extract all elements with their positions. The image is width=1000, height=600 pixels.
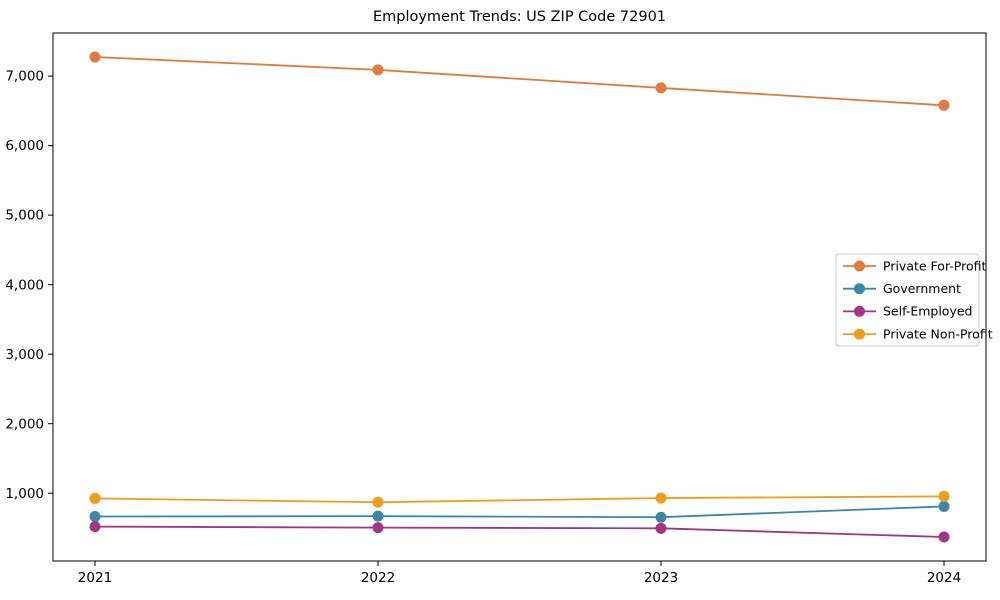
data-point-private-for-profit-2024 xyxy=(938,99,950,111)
data-point-government-2022 xyxy=(372,510,384,522)
x-axis-tick-label: 2023 xyxy=(644,570,678,586)
legend-label: Self-Employed xyxy=(883,304,972,319)
legend-marker-icon xyxy=(854,260,865,272)
data-point-self-employed-2021 xyxy=(89,521,101,533)
legend: Private For-Profit Government Self-Employe… xyxy=(835,253,993,347)
legend-label: Private Non-Profit xyxy=(883,326,993,341)
data-point-private-non-profit-2023 xyxy=(655,492,667,504)
y-axis-tick-label: 7,000 xyxy=(5,69,44,85)
legend-entry-government: Government xyxy=(843,281,961,296)
plot-border xyxy=(52,32,987,562)
chart-title: Employment Trends: US ZIP Code 72901 xyxy=(372,9,667,25)
data-point-private-non-profit-2024 xyxy=(938,490,950,502)
series-line-private-non-profit xyxy=(94,495,945,504)
data-point-self-employed-2023 xyxy=(655,522,667,534)
legend-entry-self-employed: Self-Employed xyxy=(843,304,972,319)
series-line-private-for-profit xyxy=(94,56,945,107)
legend-marker-icon xyxy=(854,283,865,295)
data-point-private-for-profit-2023 xyxy=(655,82,667,94)
x-axis-tick-label: 2021 xyxy=(78,570,112,586)
y-axis-tick-label: 4,000 xyxy=(5,277,44,293)
legend-label: Private For-Profit xyxy=(883,258,986,273)
y-axis-tick-label: 6,000 xyxy=(5,138,44,154)
data-point-government-2023 xyxy=(655,511,667,523)
y-axis-tick-label: 2,000 xyxy=(5,416,44,432)
data-point-private-for-profit-2022 xyxy=(372,64,384,76)
legend-entry-private-non-profit: Private Non-Profit xyxy=(843,326,993,341)
y-axis-tick-label: 3,000 xyxy=(5,347,44,363)
y-axis-tick-label: 5,000 xyxy=(5,208,44,224)
legend-marker-icon xyxy=(854,328,865,340)
series-line-self-employed xyxy=(94,525,945,538)
x-axis-tick-label: 2024 xyxy=(927,570,961,586)
data-point-private-non-profit-2022 xyxy=(372,496,384,508)
legend-label: Government xyxy=(883,281,961,296)
legend-box xyxy=(835,253,980,347)
data-point-private-non-profit-2021 xyxy=(89,492,101,504)
data-point-government-2021 xyxy=(89,511,101,523)
x-axis-tick-label: 2022 xyxy=(361,570,395,586)
data-point-self-employed-2024 xyxy=(938,531,950,543)
data-point-self-employed-2022 xyxy=(372,522,384,534)
data-point-government-2024 xyxy=(938,500,950,512)
data-point-private-for-profit-2021 xyxy=(89,51,101,63)
y-axis-tick-label: 1,000 xyxy=(5,486,44,502)
series-line-government xyxy=(94,505,945,519)
legend-entry-private-for-profit: Private For-Profit xyxy=(843,258,986,273)
legend-marker-icon xyxy=(854,305,865,317)
